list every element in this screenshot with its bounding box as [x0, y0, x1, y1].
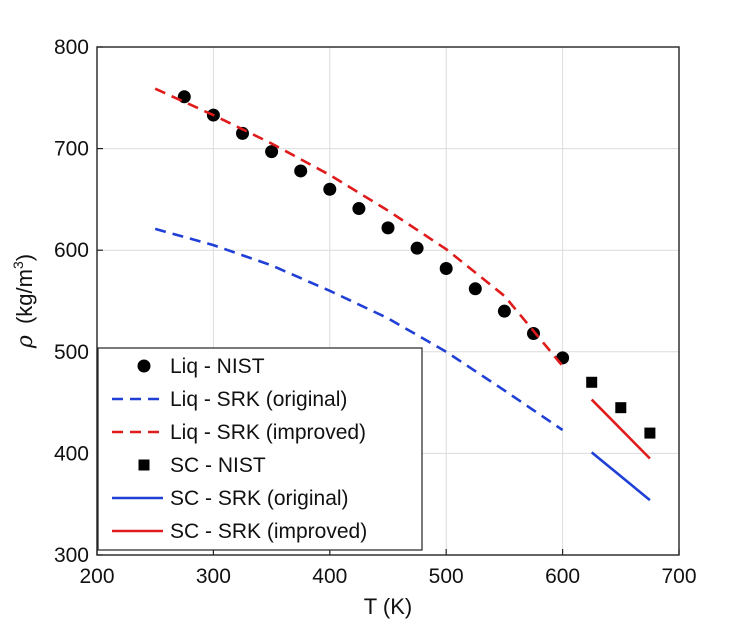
legend: Liq - NIST Liq - SRK (original) Liq - SRK … [97, 347, 423, 551]
legend-label-liq-srk-original: Liq - SRK (original) [170, 388, 347, 411]
point-sc-nist [615, 402, 627, 414]
x-tick-label: 400 [312, 565, 347, 588]
point-liq-nist [497, 304, 511, 318]
y-tick-label: 500 [54, 341, 89, 364]
point-liq-nist [410, 241, 424, 255]
y-tick-label: 800 [54, 36, 89, 59]
legend-label-sc-srk-original: SC - SRK (original) [170, 487, 349, 510]
point-liq-nist [381, 221, 395, 235]
legend-symbol-sc-nist [138, 459, 150, 471]
series-line-sc-srk-original [590, 451, 651, 502]
plot-frame [96, 46, 680, 556]
series-line-sc-srk-improved [590, 398, 651, 460]
series-line-liq-srk-improved [154, 87, 564, 367]
y-axis-label: ρ (kg/m3) [10, 254, 38, 349]
legend-box [97, 347, 423, 551]
x-tick-label: 500 [429, 565, 464, 588]
y-axis-unit-close: ) [12, 254, 37, 261]
y-tick-label: 300 [54, 544, 89, 567]
x-axis-label: T (K) [364, 594, 412, 619]
legend-label-sc-srk-improved: SC - SRK (improved) [170, 520, 367, 543]
x-tick-label: 700 [661, 565, 696, 588]
y-axis-unit-exponent: 3 [10, 261, 26, 269]
legend-label-liq-srk-improved: Liq - SRK (improved) [170, 421, 366, 444]
point-liq-nist [323, 182, 337, 196]
point-liq-nist [294, 164, 308, 178]
x-tick-label: 300 [196, 565, 231, 588]
point-liq-nist [439, 261, 453, 275]
y-axis-symbol: ρ [13, 335, 38, 349]
point-sc-nist [644, 427, 656, 439]
y-tick-label: 600 [54, 239, 89, 262]
series-layer [154, 87, 656, 502]
point-liq-nist [177, 90, 191, 104]
x-tick-label: 200 [79, 565, 114, 588]
y-axis-unit: (kg/m [12, 269, 37, 324]
y-tick-label: 400 [54, 442, 89, 465]
legend-label-sc-nist: SC - NIST [170, 454, 266, 477]
x-tick-label: 600 [545, 565, 580, 588]
legend-label-liq-nist: Liq - NIST [170, 355, 265, 378]
point-liq-nist [468, 282, 482, 296]
series-line-liq-srk-original [154, 227, 564, 432]
legend-symbol-liq-nist [137, 359, 151, 373]
point-liq-nist [352, 202, 366, 216]
y-tick-label: 700 [54, 138, 89, 161]
point-liq-nist [265, 145, 279, 159]
point-sc-nist [586, 376, 598, 388]
